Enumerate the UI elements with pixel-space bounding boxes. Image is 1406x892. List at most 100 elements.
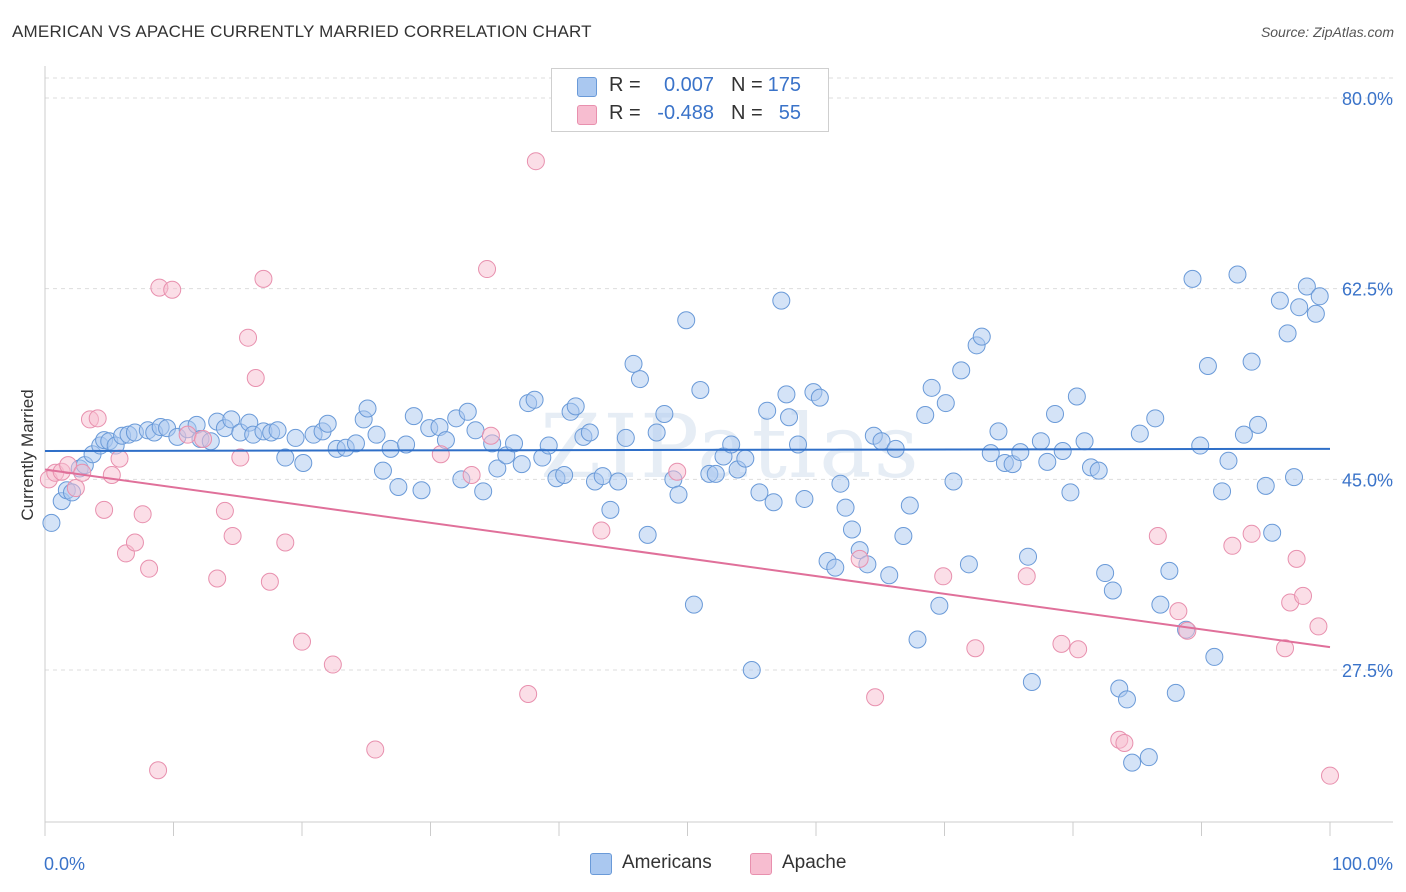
data-point-americans [764, 493, 783, 512]
data-point-americans [346, 434, 365, 453]
data-point-apache [110, 449, 129, 468]
data-point-apache [208, 569, 227, 588]
data-point-americans [539, 436, 558, 455]
data-point-americans [936, 394, 955, 413]
y-tick-label: 27.5% [1342, 661, 1393, 681]
data-point-apache [526, 152, 545, 171]
americans-legend-swatch [590, 853, 612, 875]
data-point-americans [777, 385, 796, 404]
data-point-americans [624, 354, 643, 373]
data-point-americans [358, 399, 377, 418]
data-point-americans [397, 435, 416, 454]
data-point-apache [478, 260, 497, 279]
data-point-apache [246, 369, 265, 388]
data-point-americans [826, 558, 845, 577]
data-point-americans [1089, 461, 1108, 480]
data-point-americans [1228, 265, 1247, 284]
apache-legend-swatch [750, 853, 772, 875]
data-point-americans [880, 566, 899, 585]
data-point-apache [1321, 766, 1339, 785]
data-point-apache [1052, 634, 1071, 653]
data-point-americans [944, 472, 963, 491]
data-point-americans [722, 435, 741, 454]
data-point-americans [789, 435, 808, 454]
data-point-apache [231, 448, 250, 467]
data-point-americans [1270, 291, 1289, 310]
data-point-americans [294, 453, 313, 472]
data-point-apache [140, 559, 159, 578]
data-point-americans [373, 461, 392, 480]
data-point-apache [1178, 621, 1197, 640]
data-point-americans [268, 421, 287, 440]
data-point-apache [1223, 536, 1242, 555]
data-point-americans [842, 520, 861, 539]
r-value: -0.488 [657, 102, 714, 124]
data-point-americans [1219, 451, 1238, 470]
data-point-americans [750, 483, 769, 502]
data-point-americans [412, 481, 431, 500]
data-point-americans [1123, 753, 1142, 772]
data-point-americans [780, 408, 799, 427]
data-point-apache [1017, 567, 1036, 586]
data-point-americans [286, 428, 305, 447]
data-point-americans [1160, 561, 1179, 580]
data-point-apache [1148, 526, 1167, 545]
data-point-apache [293, 632, 311, 651]
n-label: N = [731, 74, 763, 96]
data-point-americans [758, 401, 777, 420]
data-point-americans [1075, 432, 1094, 451]
data-point-apache [519, 684, 538, 703]
data-point-americans [1166, 683, 1185, 702]
x-tick-label: 0.0% [44, 854, 85, 874]
data-point-americans [836, 498, 855, 517]
data-point-apache [125, 533, 144, 552]
data-point-americans [1146, 409, 1165, 428]
data-point-apache [73, 463, 92, 482]
data-point-apache [239, 328, 258, 347]
data-point-americans [1256, 476, 1275, 495]
x-tick-label: 100.0% [1332, 854, 1393, 874]
data-point-americans [922, 378, 941, 397]
data-point-americans [638, 525, 657, 544]
apache-swatch [577, 105, 597, 125]
data-point-americans [630, 370, 649, 389]
data-point-americans [952, 361, 971, 380]
data-point-americans [566, 397, 585, 416]
source-label: Source: ZipAtlas.com [1260, 24, 1394, 40]
tick-labels: 27.5% 45.0% 62.5% 80.0% 0.0% 100.0% [44, 89, 1393, 874]
legend-label: Americans [622, 852, 712, 873]
y-tick-label: 45.0% [1342, 470, 1393, 490]
data-point-americans [684, 595, 703, 614]
data-point-apache [260, 572, 279, 591]
data-point-americans [1067, 387, 1086, 406]
data-point-americans [930, 596, 949, 615]
data-point-apache [1309, 617, 1328, 636]
data-point-americans [404, 407, 423, 426]
data-point-americans [908, 630, 927, 649]
legend-label: Apache [782, 852, 847, 873]
data-point-americans [1096, 564, 1115, 583]
y-tick-label: 62.5% [1342, 280, 1393, 300]
data-point-apache [1276, 639, 1295, 658]
data-point-apache [276, 533, 295, 552]
data-point-americans [1151, 595, 1170, 614]
data-point-americans [795, 489, 814, 508]
data-point-americans [525, 390, 544, 409]
data-point-americans [580, 423, 599, 442]
data-point-apache [149, 761, 168, 780]
data-point-americans [1310, 287, 1329, 306]
data-point-apache [102, 465, 121, 484]
data-point-americans [831, 474, 850, 493]
data-point-americans [1183, 269, 1202, 288]
data-point-americans [1031, 432, 1050, 451]
data-point-americans [669, 485, 688, 504]
data-point-americans [1191, 436, 1210, 455]
data-point-americans [1019, 547, 1038, 566]
data-point-americans [742, 661, 761, 679]
data-point-apache [95, 500, 114, 519]
data-point-americans [222, 410, 241, 429]
data-point-americans [42, 513, 61, 532]
data-point-americans [1130, 424, 1149, 443]
data-point-apache [934, 567, 953, 586]
data-point-americans [1306, 304, 1325, 323]
